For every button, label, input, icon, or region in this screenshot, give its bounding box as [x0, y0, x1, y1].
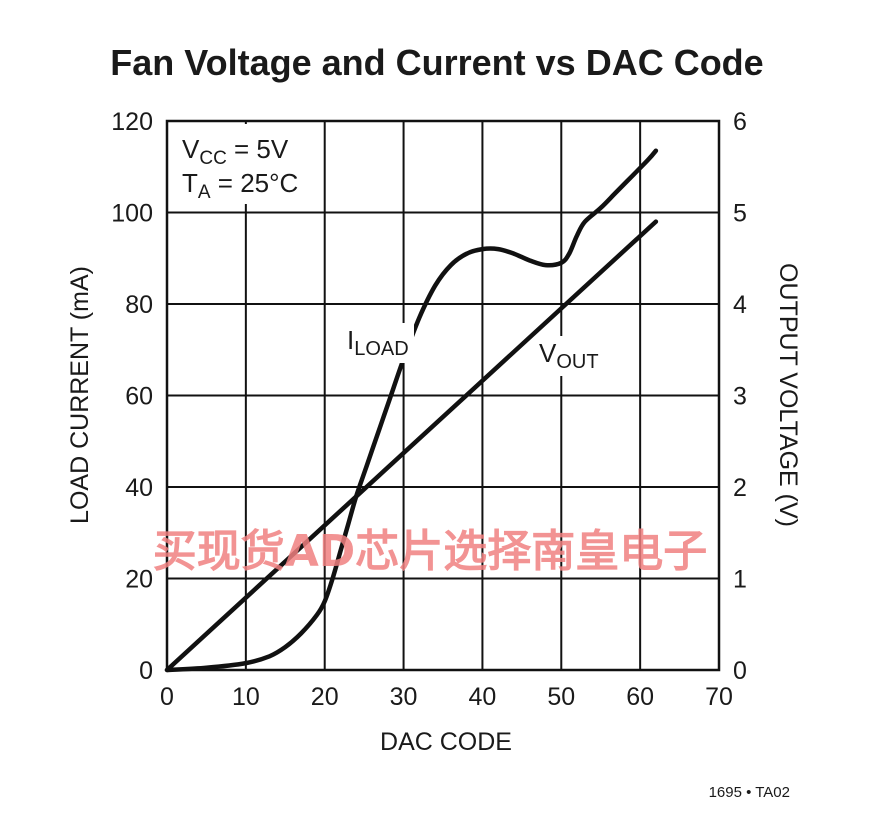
- x-axis-label: DAC CODE: [380, 728, 512, 756]
- conditions-box: [170, 124, 300, 204]
- x-tick-label: 50: [547, 683, 575, 711]
- series-label-bg-iload: [342, 323, 414, 363]
- series-label-bg-vout: [536, 336, 604, 376]
- figure-id: 1695 • TA02: [709, 784, 790, 801]
- series-lines: [164, 148, 659, 673]
- y-right-tick-label: 2: [733, 474, 747, 502]
- chart-title: Fan Voltage and Current vs DAC Code: [110, 42, 763, 83]
- grid-lines: [167, 121, 719, 670]
- y-left-tick-label: 120: [111, 108, 153, 136]
- y-left-tick-label: 80: [125, 291, 153, 319]
- y-right-tick-label: 6: [733, 108, 747, 136]
- x-tick-label: 30: [390, 683, 418, 711]
- x-tick-label: 70: [705, 683, 733, 711]
- y-left-tick-label: 100: [111, 200, 153, 228]
- y-right-tick-label: 4: [733, 291, 747, 319]
- x-tick-label: 40: [469, 683, 497, 711]
- condition-vcc: VCC = 5V: [182, 134, 289, 169]
- y-right-tick-label: 5: [733, 200, 747, 228]
- series-label-iload: ILOAD: [347, 325, 409, 360]
- y-right-tick-label: 3: [733, 383, 747, 411]
- x-tick-label: 20: [311, 683, 339, 711]
- series-line-vout: [164, 219, 659, 673]
- y-right-tick-label: 1: [733, 566, 747, 594]
- plot-frame: [165, 119, 721, 672]
- series-label-vout: VOUT: [539, 338, 599, 373]
- watermark: 买现货AD芯片选择南皇电子: [153, 526, 708, 577]
- y-right-tick-label: 0: [733, 657, 747, 685]
- y-axis-left-label: LOAD CURRENT (mA): [66, 266, 94, 524]
- y-left-tick-label: 40: [125, 474, 153, 502]
- x-tick-label: 0: [160, 683, 174, 711]
- x-tick-label: 60: [626, 683, 654, 711]
- y-left-tick-label: 20: [125, 566, 153, 594]
- x-tick-label: 10: [232, 683, 260, 711]
- y-left-tick-label: 60: [125, 383, 153, 411]
- y-left-tick-label: 0: [139, 657, 153, 685]
- series-line-iload: [164, 148, 659, 673]
- condition-ta: TA = 25°C: [182, 168, 298, 203]
- y-axis-right-label: OUTPUT VOLTAGE (V): [774, 263, 802, 527]
